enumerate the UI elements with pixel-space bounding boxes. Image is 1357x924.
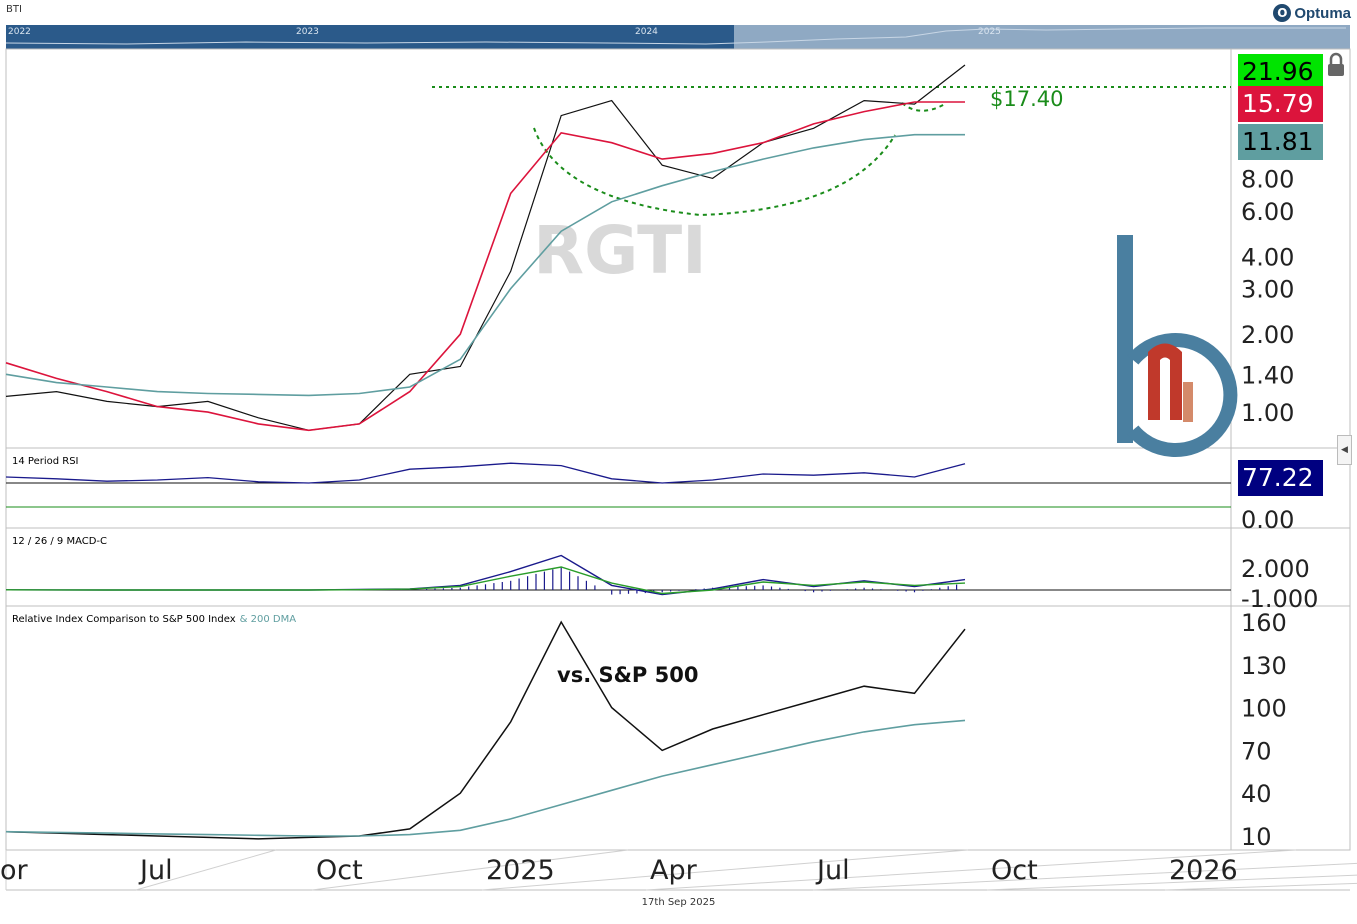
x-grid-tick <box>311 849 629 891</box>
nav-year-2022: 2022 <box>8 27 31 37</box>
x-axis-label: Jul <box>138 855 173 886</box>
price-value-badge: 15.79 <box>1238 86 1323 122</box>
relative-y-tick: 70 <box>1241 737 1272 765</box>
price-y-tick: 2.00 <box>1241 321 1294 349</box>
optuma-logo-text: Optuma <box>1294 4 1351 22</box>
relative-y-tick: 130 <box>1241 652 1287 680</box>
relative-y-tick: 40 <box>1241 780 1272 808</box>
x-axis-label: Apr <box>650 855 698 886</box>
price-y-tick: 6.00 <box>1241 198 1294 226</box>
brand-h-logo <box>1117 235 1238 457</box>
top-strip <box>0 0 1357 25</box>
price-y-tick: 4.00 <box>1241 243 1294 271</box>
price-y-tick: 1.40 <box>1241 361 1294 389</box>
navigator-window[interactable] <box>734 25 1350 49</box>
macd-y-ticks: 2.000-1.000 <box>1241 555 1318 613</box>
navigator-sparkline <box>6 27 1346 45</box>
relative-title-main: Relative Index Comparison to S&P 500 Ind… <box>12 614 236 625</box>
price-y-tick: 8.00 <box>1241 165 1294 193</box>
handle-pattern-curve <box>901 102 946 112</box>
macd-series-signal <box>5 566 966 595</box>
x-grid-tick <box>986 874 1357 891</box>
relative-y-tick: 10 <box>1241 823 1272 851</box>
lock-icon[interactable] <box>1328 52 1344 76</box>
nav-year-2023: 2023 <box>296 27 319 37</box>
relative-series-relative-index <box>5 620 966 840</box>
x-axis-label: 2026 <box>1169 855 1238 886</box>
brand-logo-arc <box>1127 333 1238 457</box>
macd-y-tick: -1.000 <box>1241 585 1318 613</box>
brand-logo-stem <box>1117 235 1133 443</box>
relative-series-group <box>5 620 966 840</box>
relative-pane-frame <box>5 605 1351 851</box>
rsi-pane-title: 14 Period RSI <box>12 456 79 467</box>
price-series-200-dma <box>5 133 965 397</box>
rsi-value-badge: 77.22 <box>1238 460 1323 496</box>
rsi-series-line <box>5 462 966 484</box>
macd-pane-title: 12 / 26 / 9 MACD-C <box>12 536 107 547</box>
x-grid-tick <box>135 849 277 891</box>
rsi-pane-frame <box>5 447 1351 529</box>
x-grid-tick <box>812 862 1357 891</box>
pane-collapse-arrow-icon[interactable]: ◀ <box>1337 435 1352 465</box>
nav-year-2025: 2025 <box>978 27 1001 37</box>
price-y-ticks: 8.00 6.00 4.00 3.00 2.00 1.40 1.00 <box>1241 165 1294 427</box>
rsi-series-group <box>5 462 966 484</box>
timeline-navigator[interactable]: 2022 2023 2024 2025 <box>6 25 1350 49</box>
cup-pattern-curve <box>533 127 896 217</box>
relative-y-tick: 100 <box>1241 695 1287 723</box>
watermark-ticker: RGTI <box>533 212 706 289</box>
x-grid-tick <box>645 849 1297 891</box>
macd-histogram <box>316 567 958 595</box>
x-axis-label: 2025 <box>486 855 555 886</box>
relative-annotation: vs. S&P 500 <box>557 663 698 687</box>
price-series-group <box>5 64 966 432</box>
price-series-price <box>5 64 966 431</box>
x-axis-label: Jul <box>815 855 850 886</box>
ticker-label: BTI <box>6 4 22 15</box>
price-value-badge: 21.96 <box>1238 54 1323 90</box>
resistance-label: $17.40 <box>990 87 1063 111</box>
relative-pane-title: Relative Index Comparison to S&P 500 Ind… <box>12 614 296 625</box>
price-value-badge: 11.81 <box>1238 124 1323 160</box>
macd-pane-frame <box>5 527 1351 607</box>
price-y-tick: 3.00 <box>1241 276 1294 304</box>
price-y-tick: 1.00 <box>1241 399 1294 427</box>
rsi-tick-0: 0.00 <box>1241 506 1294 534</box>
footer-date: 17th Sep 2025 <box>641 897 716 908</box>
macd-y-tick: 2.000 <box>1241 555 1310 583</box>
x-grid-tick <box>481 849 969 891</box>
brand-logo-accent <box>1183 382 1193 422</box>
x-axis-label: Oct <box>316 855 363 886</box>
nav-year-2024: 2024 <box>635 27 658 37</box>
x-axis-labels: or Jul Oct 2025 Apr Jul Oct 2026 <box>0 849 1357 891</box>
relative-y-tick: 160 <box>1241 609 1287 637</box>
optuma-logo-icon: O <box>1273 4 1292 22</box>
optuma-logo: O Optuma <box>1273 2 1351 24</box>
relative-title-suffix: & 200 DMA <box>240 614 297 625</box>
x-axis-label: Oct <box>991 855 1038 886</box>
macd-series-group <box>5 554 966 596</box>
price-series-50-dma <box>5 101 965 432</box>
x-axis-label: or <box>0 855 29 886</box>
relative-y-ticks: 160 130 100 70 40 10 <box>1241 609 1287 851</box>
relative-series-200-dma <box>5 719 966 837</box>
brand-logo-mark <box>1148 343 1182 420</box>
